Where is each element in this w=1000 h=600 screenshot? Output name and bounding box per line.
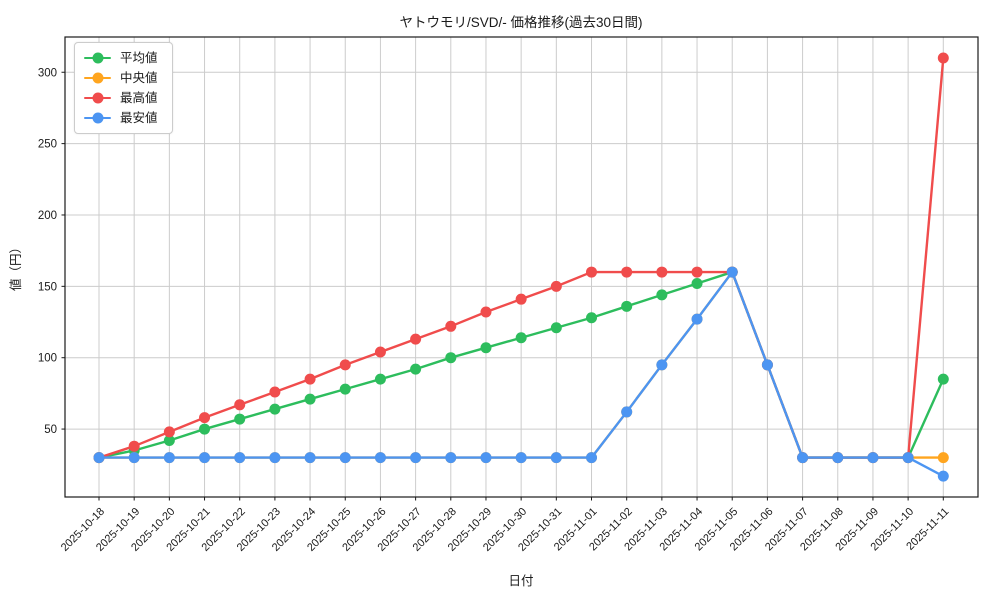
data-point-average	[269, 403, 281, 415]
data-point-average	[550, 322, 562, 334]
x-tick-labels: 2025-10-182025-10-192025-10-202025-10-21…	[59, 506, 952, 554]
y-tick-label: 150	[38, 281, 57, 293]
legend-item-average: 平均値	[84, 50, 158, 66]
data-point-average	[445, 352, 457, 364]
data-point-max	[163, 426, 175, 438]
data-point-max	[339, 359, 351, 371]
legend-item-max: 最高値	[84, 90, 158, 106]
y-tick-label: 300	[38, 67, 57, 79]
legend-item-median: 中央値	[84, 70, 158, 86]
data-point-average	[937, 373, 949, 385]
data-point-min	[621, 406, 633, 418]
legend-label-min: 最安値	[120, 111, 158, 125]
data-point-min	[269, 452, 281, 464]
data-point-average	[374, 373, 386, 385]
data-point-min	[93, 452, 105, 464]
data-point-min	[586, 452, 598, 464]
y-tick-label: 200	[38, 210, 57, 222]
data-point-max	[410, 333, 422, 345]
data-point-min	[410, 452, 422, 464]
series-min	[93, 266, 949, 482]
data-point-min	[656, 359, 668, 371]
data-point-max	[374, 346, 386, 358]
legend-label-max: 最高値	[120, 91, 158, 105]
y-tick-label: 250	[38, 139, 57, 151]
legend-dot-max	[92, 92, 103, 104]
data-point-min	[199, 452, 211, 464]
chart-title: ヤトウモリ/SVD/- 価格推移(過去30日間)	[399, 15, 642, 30]
data-point-min	[691, 313, 703, 325]
data-point-min	[937, 470, 949, 482]
data-point-min	[339, 452, 351, 464]
data-point-average	[339, 383, 351, 395]
data-point-min	[234, 452, 246, 464]
y-tick-label: 100	[38, 353, 57, 365]
data-point-min	[832, 452, 844, 464]
data-point-average	[586, 312, 598, 324]
legend-dot-median	[92, 72, 103, 84]
data-point-average	[199, 423, 211, 435]
data-point-average	[621, 300, 633, 312]
series-layer	[93, 52, 949, 482]
data-point-min	[445, 452, 457, 464]
data-point-min	[304, 452, 316, 464]
data-point-min	[726, 266, 738, 278]
y-tick-label: 50	[44, 424, 57, 436]
legend-marker-average	[84, 52, 111, 64]
legend-marker-max	[84, 92, 111, 104]
legend-label-median: 中央値	[120, 71, 158, 85]
data-point-average	[410, 363, 422, 375]
data-point-average	[691, 277, 703, 289]
data-point-average	[163, 434, 175, 446]
data-point-max	[199, 412, 211, 424]
data-point-max	[586, 266, 598, 278]
data-point-max	[269, 386, 281, 398]
data-point-min	[761, 359, 773, 371]
legend: 平均値中央値最高値最安値	[74, 42, 173, 134]
data-point-median	[937, 452, 949, 464]
y-tick-labels: 50 100 150 200 250 300	[38, 67, 57, 436]
data-point-max	[515, 293, 527, 305]
data-point-average	[234, 413, 246, 425]
data-point-max	[445, 320, 457, 332]
x-axis-label: 日付	[508, 574, 533, 588]
legend-item-min: 最安値	[84, 110, 158, 126]
data-point-min	[902, 452, 914, 464]
legend-marker-min	[84, 112, 111, 124]
legend-marker-median	[84, 72, 111, 84]
data-point-max	[480, 306, 492, 318]
data-point-min	[163, 452, 175, 464]
data-point-average	[515, 332, 527, 344]
data-point-max	[656, 266, 668, 278]
data-point-max	[550, 280, 562, 292]
data-point-average	[656, 289, 668, 301]
data-point-max	[621, 266, 633, 278]
data-point-min	[550, 452, 562, 464]
data-point-min	[867, 452, 879, 464]
data-point-max	[304, 373, 316, 385]
axis-ticks	[61, 71, 944, 501]
data-point-min	[128, 452, 140, 464]
data-point-max	[234, 399, 246, 411]
data-point-min	[515, 452, 527, 464]
legend-dot-average	[92, 52, 103, 64]
data-point-min	[480, 452, 492, 464]
data-point-average	[304, 393, 316, 405]
legend-dot-min	[92, 112, 103, 124]
legend-label-average: 平均値	[120, 51, 158, 65]
data-point-min	[797, 452, 809, 464]
data-point-max	[937, 52, 949, 64]
data-point-min	[374, 452, 386, 464]
y-axis-label: 値（円）	[8, 241, 23, 291]
data-point-max	[691, 266, 703, 278]
data-point-max	[128, 440, 140, 452]
data-point-average	[480, 342, 492, 354]
